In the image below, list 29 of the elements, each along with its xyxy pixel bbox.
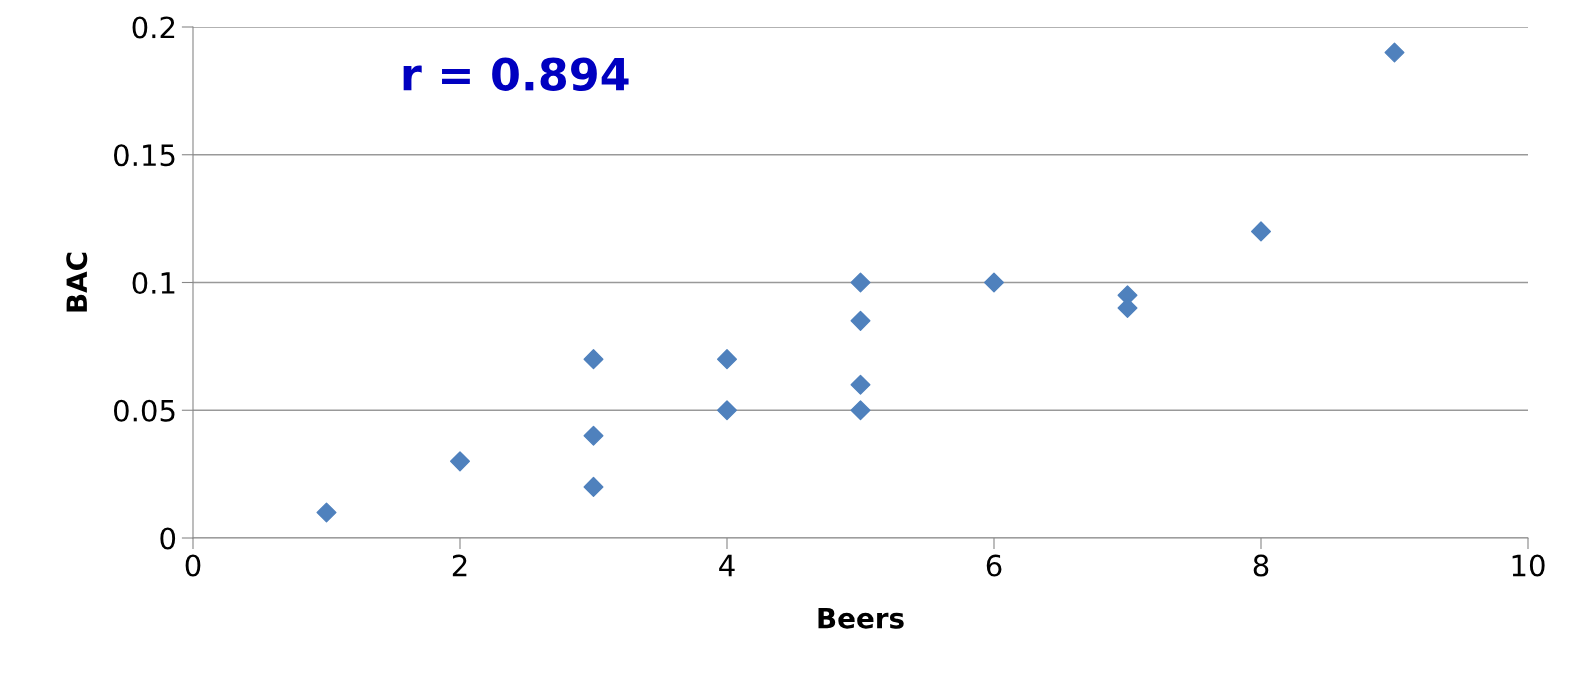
point (850, 272, 871, 293)
point (983, 272, 1005, 293)
x-tick-label: 0 (185, 554, 201, 577)
point (583, 425, 604, 446)
x-tick-label: 4 (719, 554, 735, 577)
point (716, 349, 738, 370)
x-tick-label: 10 (1512, 554, 1545, 577)
point (850, 400, 871, 421)
y-tick-label: 0.1 (132, 271, 175, 294)
annotation: r = 0.894 (403, 57, 629, 91)
point (583, 476, 604, 497)
point (1117, 298, 1138, 319)
x-tick-label: 6 (986, 554, 1002, 577)
y-tick-label: 0 (160, 527, 176, 550)
point (316, 502, 337, 523)
point (1384, 42, 1405, 63)
point (449, 451, 471, 472)
point (716, 400, 738, 421)
y-axis-title: BAC (66, 252, 88, 312)
x-axis-title: Beers (818, 608, 904, 629)
x-tick-label: 2 (452, 554, 467, 577)
point (850, 374, 871, 395)
y-tick-label: 0.15 (114, 144, 175, 167)
x-tick-label: 8 (1253, 554, 1269, 577)
y-tick-label: 0.2 (132, 16, 175, 39)
point (1250, 221, 1272, 242)
point (850, 310, 871, 331)
y-tick-label: 0.05 (114, 399, 175, 422)
point (583, 349, 604, 370)
